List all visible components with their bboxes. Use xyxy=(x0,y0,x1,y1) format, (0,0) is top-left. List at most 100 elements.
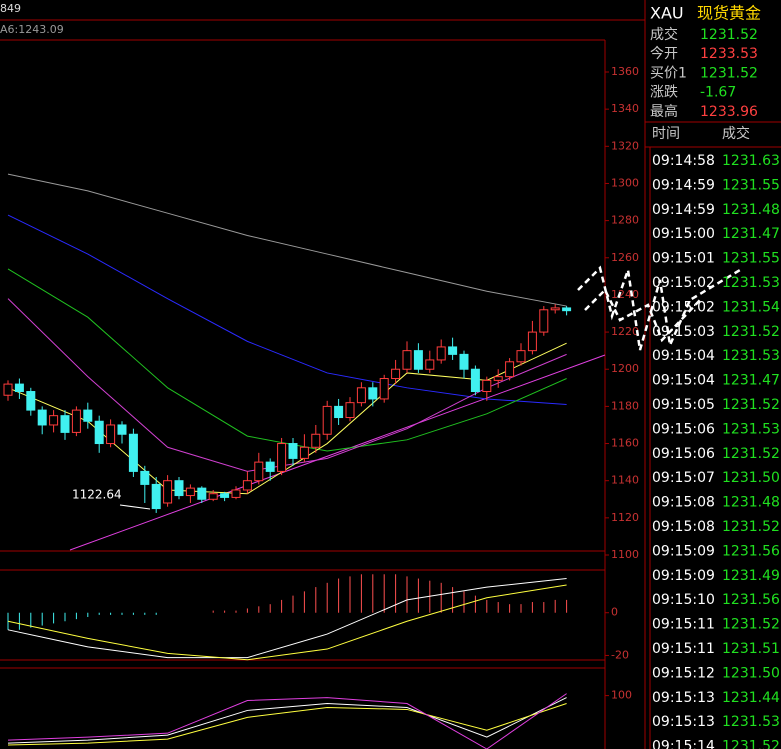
tick-time: 09:15:12 xyxy=(652,665,715,681)
tick-price: 1231.53 xyxy=(722,348,780,364)
candle-body xyxy=(208,493,218,500)
indicator-line xyxy=(7,268,567,452)
candle-body xyxy=(71,409,81,433)
tick-time: 09:15:00 xyxy=(652,226,715,242)
symbol-name: 现货黄金 xyxy=(697,4,761,23)
candle-body xyxy=(60,415,70,433)
quote-value: -1.67 xyxy=(700,85,736,101)
top-label: 849 xyxy=(0,2,21,15)
y-tick-label: 1280 xyxy=(611,214,639,227)
y-tick-label: 100 xyxy=(611,689,632,702)
candle-body xyxy=(197,487,207,500)
candle-body xyxy=(562,307,572,312)
quote-label: 今开 xyxy=(650,46,678,62)
tick-time: 09:15:05 xyxy=(652,397,715,413)
candle-body xyxy=(470,368,480,393)
tick-time: 09:14:59 xyxy=(652,202,715,218)
tick-time: 09:14:58 xyxy=(652,153,715,169)
tick-price: 1231.49 xyxy=(722,568,780,584)
tick-price: 1231.47 xyxy=(722,226,780,242)
y-tick-label: 1160 xyxy=(611,437,639,450)
tick-time: 09:15:08 xyxy=(652,519,715,535)
tick-time: 09:15:10 xyxy=(652,592,715,608)
candle-body xyxy=(505,361,515,378)
candle-body xyxy=(379,378,389,400)
candle-body xyxy=(516,350,526,363)
candle-body xyxy=(83,409,93,422)
candle-body xyxy=(174,480,184,497)
tick-time: 09:15:09 xyxy=(652,543,715,559)
side-panel: 成交 1231.52 今开 1233.53 买价1 1231.52 涨跌 -1.67 最高 123… xyxy=(650,26,780,749)
tick-price: 1231.52 xyxy=(722,519,780,535)
trend-line xyxy=(69,354,606,551)
tick-time: 09:15:07 xyxy=(652,470,715,486)
candle-body xyxy=(299,446,309,459)
tick-price: 1231.52 xyxy=(722,617,780,633)
candle-body xyxy=(220,493,230,498)
y-tick-label: 1220 xyxy=(611,325,639,338)
tick-time: 09:15:01 xyxy=(652,251,715,267)
y-tick-label: 1320 xyxy=(611,139,639,152)
tick-price: 1231.52 xyxy=(722,324,780,340)
y-tick-label: -20 xyxy=(611,648,629,661)
tick-time: 09:15:06 xyxy=(652,421,715,437)
candle-body xyxy=(231,489,241,498)
candle-body xyxy=(550,307,560,311)
candle-body xyxy=(368,387,378,400)
candle-body xyxy=(345,402,355,419)
candle-body xyxy=(185,487,195,497)
indicator-line xyxy=(7,584,567,661)
tick-time: 09:15:06 xyxy=(652,446,715,462)
tick-price: 1231.56 xyxy=(722,592,780,608)
tick-price: 1231.51 xyxy=(722,641,780,657)
tick-price: 1231.53 xyxy=(722,275,780,291)
y-tick-label: 1300 xyxy=(611,176,639,189)
candle-body xyxy=(391,368,401,380)
quote-value: 1231.52 xyxy=(700,27,758,43)
ticks-head: 成交 xyxy=(722,125,750,142)
candle-body xyxy=(539,309,549,333)
tick-time: 09:15:02 xyxy=(652,275,715,291)
y-tick-label: 1140 xyxy=(611,474,639,487)
candle-body xyxy=(493,376,503,381)
indicator-line xyxy=(7,578,567,659)
candle-body xyxy=(448,346,458,355)
tick-price: 1231.48 xyxy=(722,495,780,511)
candle-body xyxy=(254,461,264,482)
tick-time: 09:15:02 xyxy=(652,299,715,315)
tick-price: 1231.53 xyxy=(722,421,780,437)
tick-time: 09:15:14 xyxy=(652,739,715,749)
y-tick-label: 1100 xyxy=(611,548,639,561)
candle-body xyxy=(265,461,275,472)
quote-label: 涨跌 xyxy=(650,85,678,101)
candle-body xyxy=(117,424,127,435)
quote-value: 1231.52 xyxy=(700,65,758,81)
tick-time: 09:14:59 xyxy=(652,177,715,193)
low-pointer xyxy=(119,504,151,510)
candle-body xyxy=(37,409,47,426)
tick-time: 09:15:11 xyxy=(652,641,715,657)
candle-body xyxy=(49,415,59,426)
tick-price: 1231.52 xyxy=(722,446,780,462)
candle-body xyxy=(242,480,252,491)
candle-body xyxy=(151,483,161,510)
tick-price: 1231.52 xyxy=(722,397,780,413)
tick-price: 1231.50 xyxy=(722,470,780,486)
tick-price: 1231.48 xyxy=(722,202,780,218)
indicator-line xyxy=(7,173,567,307)
candle-body xyxy=(527,331,537,352)
ticks-head: 时间 xyxy=(652,126,680,142)
candle-body xyxy=(26,391,36,411)
y-tick-label: 1240 xyxy=(611,288,639,301)
candle-body xyxy=(322,405,332,435)
tick-time: 09:15:08 xyxy=(652,495,715,511)
y-tick-label: 0 xyxy=(611,606,618,619)
tick-price: 1231.56 xyxy=(722,543,780,559)
quote-value: 1233.96 xyxy=(700,104,758,120)
tick-price: 1231.52 xyxy=(722,739,780,749)
tick-price: 1231.54 xyxy=(722,299,780,315)
tick-price: 1231.50 xyxy=(722,665,780,681)
candle-body xyxy=(356,387,366,404)
